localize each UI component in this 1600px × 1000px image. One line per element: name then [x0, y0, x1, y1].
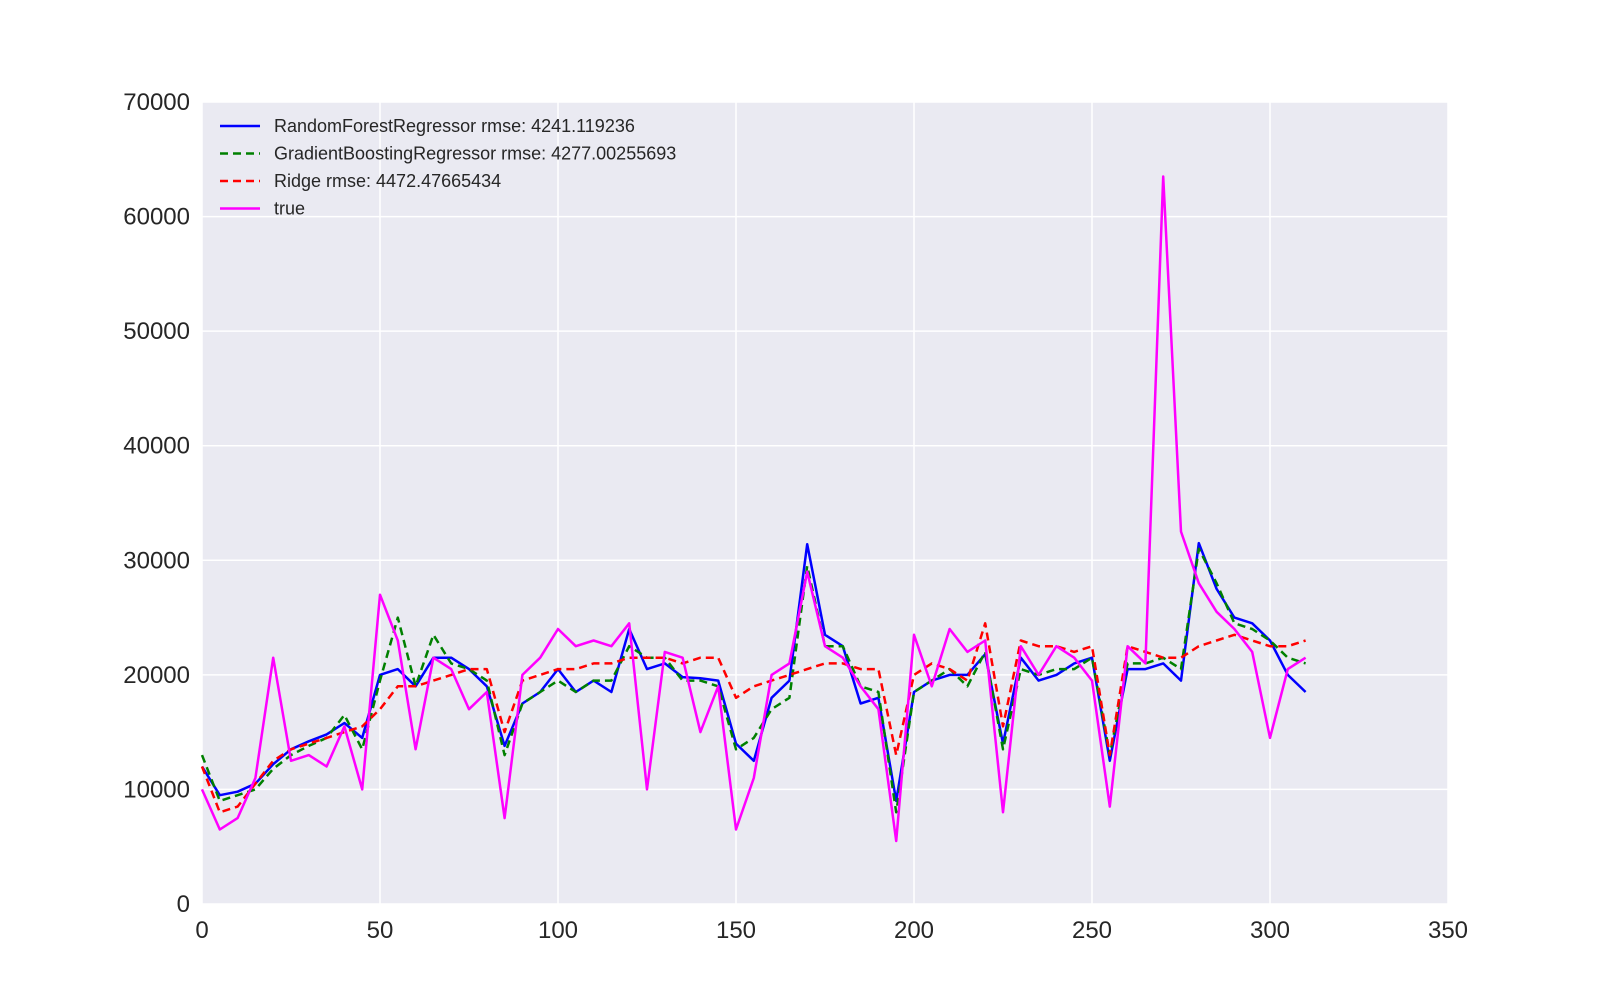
x-tick-label: 200	[894, 917, 934, 944]
x-tick-label: 300	[1250, 917, 1290, 944]
x-axis-tick-labels: 0 50 100 150 200 250 300 350	[195, 917, 1468, 944]
y-tick-label: 20000	[123, 662, 190, 689]
x-tick-label: 350	[1428, 917, 1468, 944]
y-tick-label: 70000	[123, 89, 190, 116]
y-tick-label: 0	[177, 891, 190, 918]
series-2	[200, 622, 1306, 814]
data-series	[200, 175, 1307, 843]
x-tick-label: 150	[716, 917, 756, 944]
x-tick-label: 50	[367, 917, 394, 944]
legend-label: RandomForestRegressor rmse: 4241.119236	[274, 116, 635, 136]
plot-background	[202, 102, 1448, 904]
legend-label: GradientBoostingRegressor rmse: 4277.002…	[274, 144, 676, 164]
x-tick-label: 0	[195, 917, 208, 944]
legend: RandomForestRegressor rmse: 4241.119236 G…	[220, 116, 676, 219]
y-tick-label: 40000	[123, 433, 190, 460]
gridlines	[201, 101, 1449, 905]
x-tick-label: 100	[538, 917, 578, 944]
y-axis-tick-labels: 0 10000 20000 30000 40000 50000 60000 70000	[123, 89, 190, 918]
y-tick-label: 10000	[123, 776, 190, 803]
y-tick-label: 50000	[123, 318, 190, 345]
x-tick-label: 250	[1072, 917, 1112, 944]
y-tick-label: 30000	[123, 547, 190, 574]
legend-label: true	[274, 199, 305, 219]
series-3	[200, 175, 1307, 843]
y-tick-label: 60000	[123, 204, 190, 231]
legend-label: Ridge rmse: 4472.47665434	[274, 171, 501, 191]
series-line	[200, 175, 1307, 843]
